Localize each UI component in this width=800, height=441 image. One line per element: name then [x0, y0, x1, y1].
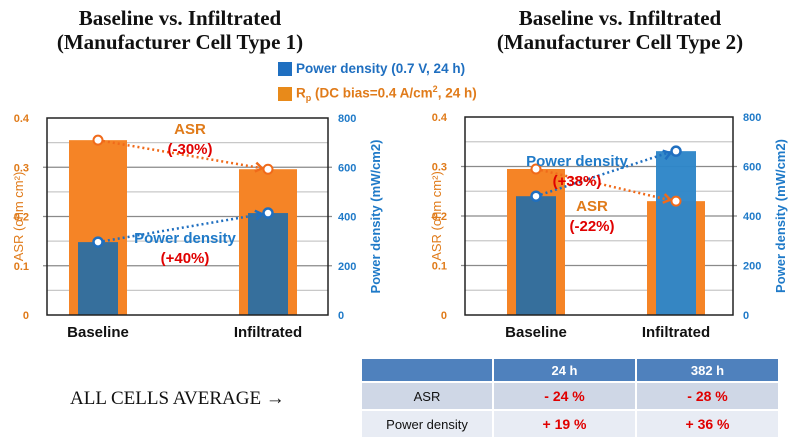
summary-row-label: ASR — [362, 383, 492, 409]
legend-rp-suffix: , 24 h) — [437, 85, 477, 101]
marker-asr — [92, 134, 104, 146]
summary-row-label: Power density — [362, 411, 492, 437]
summary-cell: + 36 % — [637, 411, 778, 437]
y-tick-label: 0.3 — [432, 162, 447, 174]
y2-tick-label: 400 — [338, 212, 356, 224]
bar-power-density — [656, 151, 696, 315]
summary-cell: - 24 % — [494, 383, 635, 409]
y-tick-label: 0.4 — [432, 112, 448, 124]
annotation-change: (+40%) — [161, 250, 210, 267]
legend-label-rp: Rp (DC bias=0.4 A/cm2, 24 h) — [296, 79, 477, 109]
legend-item-rp: Rp (DC bias=0.4 A/cm2, 24 h) — [278, 79, 477, 109]
annotation-label: ASR — [174, 121, 206, 138]
plot-frame — [46, 117, 329, 316]
all-cells-average-caption: ALL CELLS AVERAGE → — [70, 388, 285, 409]
marker-power-density — [92, 236, 104, 248]
y-axis-label: ASR (ohm cm²) — [11, 172, 26, 262]
annotation-change: (-30%) — [167, 141, 212, 158]
arrow-icon — [254, 161, 265, 173]
y-tick-label: 0.1 — [432, 261, 447, 273]
y-axis-label: ASR (ohm cm²) — [429, 171, 444, 261]
y-tick-label: 0.3 — [14, 162, 29, 174]
marker-asr — [670, 195, 682, 207]
annotation-label: ASR — [576, 198, 608, 215]
y-tick-label: 0 — [441, 310, 447, 322]
annotation-change: (+38%) — [553, 173, 602, 190]
y2-tick-label: 0 — [338, 310, 344, 322]
summary-cell: - 28 % — [637, 383, 778, 409]
annotation-label: Power density — [526, 153, 628, 170]
y2-tick-label: 400 — [743, 211, 761, 223]
marker-asr — [530, 163, 542, 175]
chart1-title-line1: Baseline vs. Infiltrated — [78, 6, 282, 30]
legend-rp-prefix: R — [296, 85, 306, 101]
legend-rp-sub: p — [305, 93, 312, 104]
summary-header-row: 24 h 382 h — [362, 359, 778, 381]
y2-axis-label: Power density (mW/cm2) — [773, 139, 788, 293]
summary-row-asr: ASR - 24 % - 28 % — [362, 383, 778, 409]
marker-power-density — [670, 145, 682, 157]
summary-header-24h: 24 h — [494, 359, 635, 381]
y2-tick-label: 0 — [743, 310, 749, 322]
legend-label-power: Power density (0.7 V, 24 h) — [296, 61, 466, 76]
marker-power-density — [530, 190, 542, 202]
marker-asr — [262, 163, 274, 175]
x-tick-label: Baseline — [505, 324, 567, 341]
marker-power-density — [262, 207, 274, 219]
annotation-change: (-22%) — [569, 218, 614, 235]
y2-tick-label: 600 — [338, 162, 356, 174]
legend-swatch-rp — [278, 87, 292, 102]
x-tick-label: Infiltrated — [642, 324, 710, 341]
y-tick-label: 0.2 — [14, 212, 29, 224]
y-tick-label: 0 — [23, 310, 29, 322]
chart2-title-line1: Baseline vs. Infiltrated — [518, 6, 722, 30]
y-tick-label: 0.2 — [432, 211, 447, 223]
y-tick-label: 0.4 — [14, 113, 30, 125]
summary-header-blank — [362, 359, 492, 381]
legend-rp-mid: (DC bias=0.4 A/cm — [311, 85, 433, 101]
bar-power-density — [78, 242, 118, 315]
legend-rp-sup: 2 — [432, 84, 438, 94]
arrow-icon — [254, 209, 265, 221]
summary-row-power-density: Power density + 19 % + 36 % — [362, 411, 778, 437]
plot-frame — [464, 116, 734, 316]
y-tick-label: 0.1 — [14, 261, 29, 273]
chart2-title-line2: (Manufacturer Cell Type 2) — [496, 30, 744, 54]
x-tick-label: Baseline — [67, 324, 129, 341]
y2-tick-label: 200 — [338, 261, 356, 273]
chart1-title: Baseline vs. Infiltrated (Manufacturer C… — [30, 6, 330, 54]
y2-tick-label: 800 — [743, 112, 761, 124]
y2-tick-label: 600 — [743, 162, 761, 174]
y2-tick-label: 800 — [338, 113, 356, 125]
legend: Power density (0.7 V, 24 h) Rp (DC bias=… — [278, 58, 477, 109]
bar-power-density — [516, 196, 556, 315]
arrow-icon — [662, 149, 673, 161]
summary-cell: + 19 % — [494, 411, 635, 437]
chart2-title: Baseline vs. Infiltrated (Manufacturer C… — [455, 6, 785, 54]
legend-item-power: Power density (0.7 V, 24 h) — [278, 58, 477, 79]
trend-line-power-density — [535, 150, 671, 198]
x-tick-label: Infiltrated — [234, 324, 302, 341]
annotation-label: Power density — [134, 230, 236, 247]
summary-header-382h: 382 h — [637, 359, 778, 381]
legend-swatch-power — [278, 61, 292, 76]
y2-tick-label: 200 — [743, 261, 761, 273]
chart1-title-line2: (Manufacturer Cell Type 1) — [56, 30, 304, 54]
arrow-icon — [662, 193, 673, 204]
y2-axis-label: Power density (mW/cm2) — [368, 140, 383, 294]
summary-table: 24 h 382 h ASR - 24 % - 28 % Power densi… — [360, 357, 780, 439]
bar-power-density — [248, 213, 288, 315]
